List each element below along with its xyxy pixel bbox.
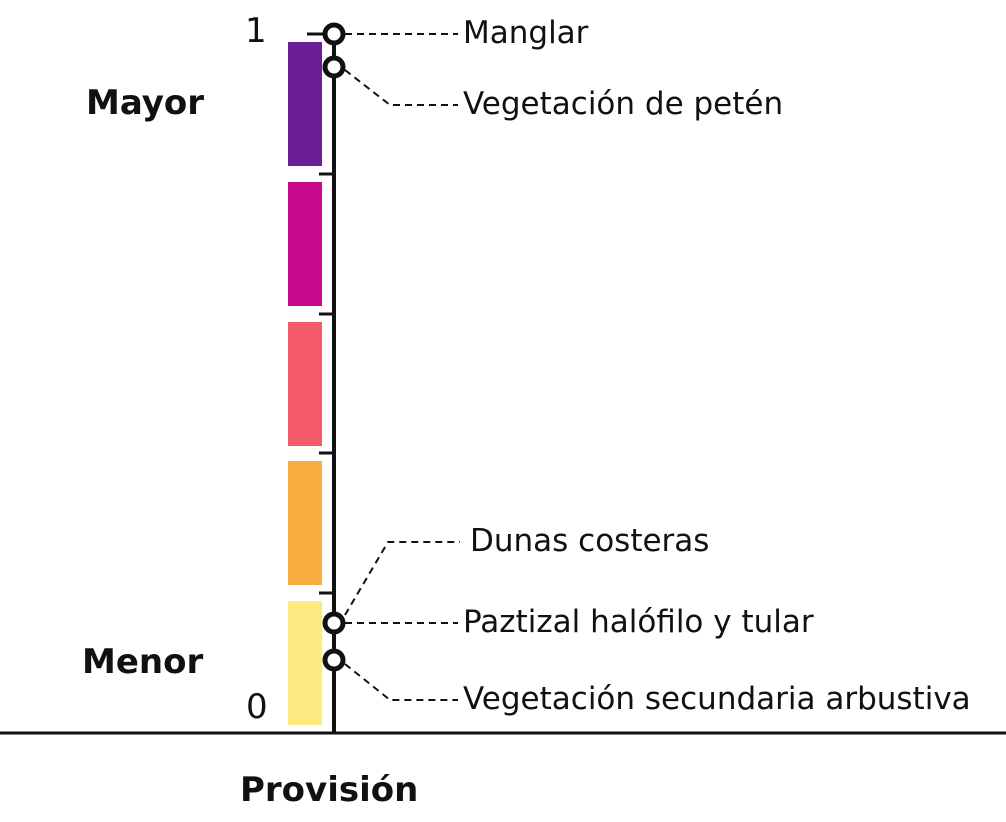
- band-1: [288, 42, 322, 166]
- top-label: Mayor: [86, 83, 205, 123]
- band-4: [288, 461, 322, 585]
- item-label-dunas: Dunas costeras: [470, 523, 710, 559]
- leader-line-dunas: [344, 541, 460, 616]
- min-value-label: 0: [246, 687, 268, 727]
- marker-secundaria: [322, 648, 346, 672]
- bottom-label: Menor: [82, 642, 204, 682]
- band-3: [288, 322, 322, 446]
- band-5: [288, 601, 322, 725]
- leader-lines: [344, 33, 460, 701]
- item-label-secundaria: Vegetación secundaria arbustiva: [463, 681, 971, 717]
- band-2: [288, 182, 322, 306]
- marker-paztizal: [322, 611, 346, 635]
- max-value-label: 1: [245, 11, 267, 51]
- axis-title: Provisión: [240, 770, 419, 810]
- leader-line-secundaria: [344, 663, 458, 701]
- marker-peten: [322, 55, 346, 79]
- item-label-paztizal: Paztizal halófilo y tular: [463, 604, 814, 640]
- marker-manglar: [322, 22, 346, 46]
- leader-line-peten: [344, 69, 458, 106]
- item-label-peten: Vegetación de petén: [463, 86, 784, 122]
- markers: [322, 22, 346, 672]
- item-label-manglar: Manglar: [463, 15, 589, 51]
